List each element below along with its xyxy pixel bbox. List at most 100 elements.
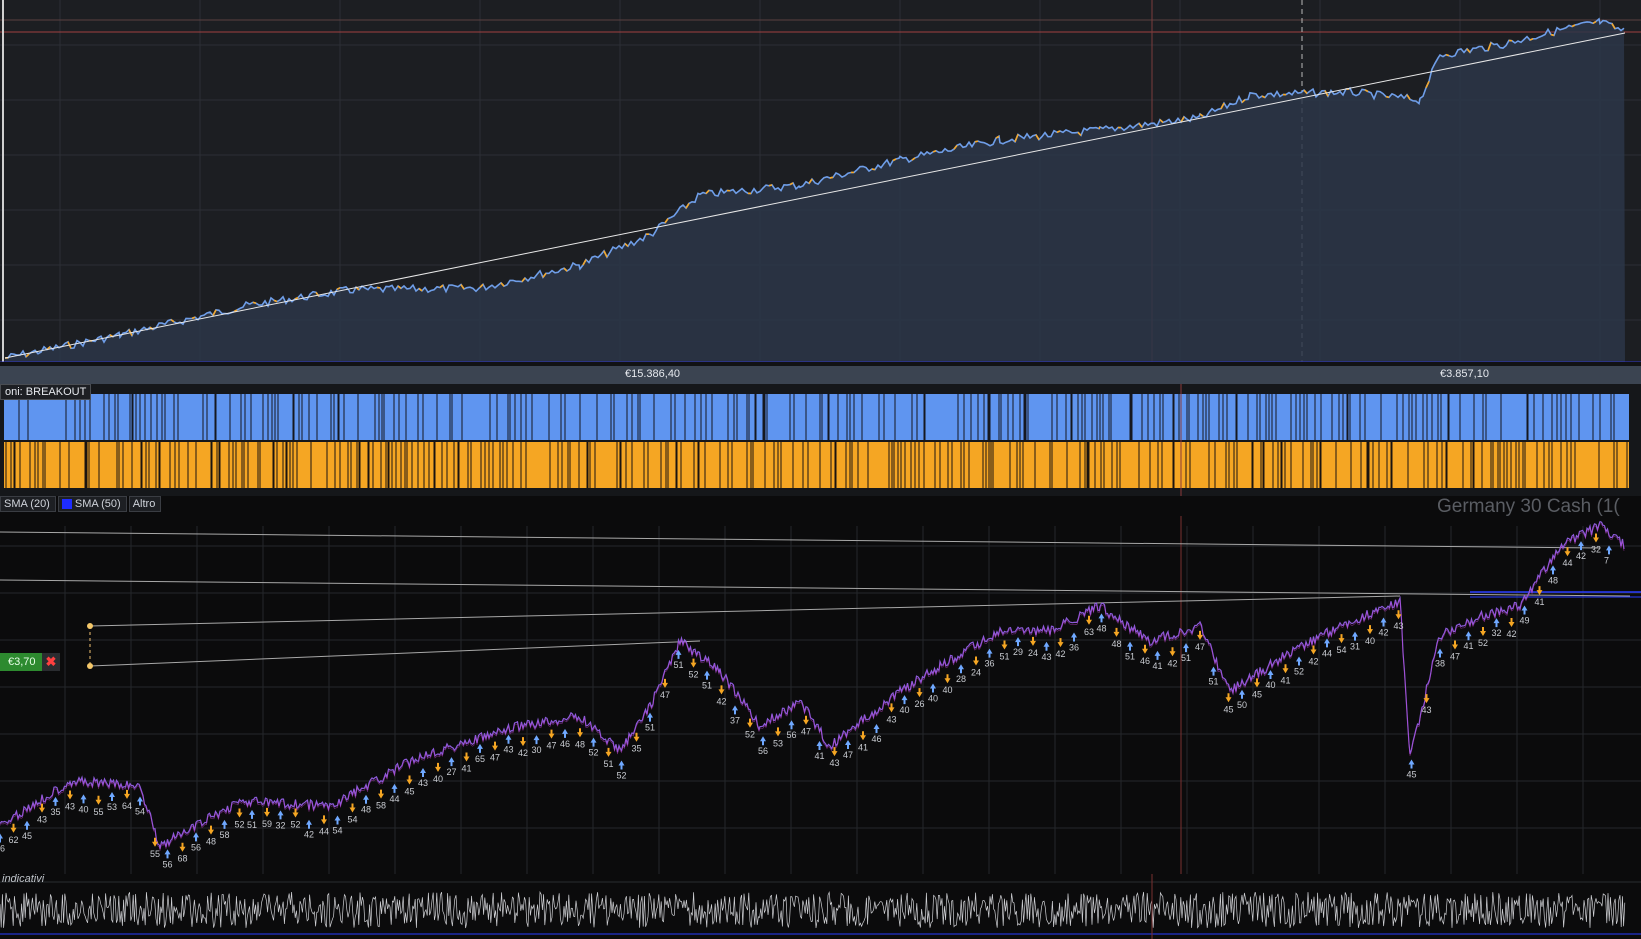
trade-label: 44 [319,826,329,836]
legend-more-label: Altro [132,498,156,510]
legend-more-button[interactable]: Altro [128,496,162,512]
trade-label: 52 [617,770,627,780]
trade-label: 44 [390,794,400,804]
trade-label: 41 [858,742,868,752]
trade-label: 43 [1422,705,1432,715]
trade-label: 52 [745,730,755,740]
trade-label: 36 [1069,642,1079,652]
trade-label: 65 [475,754,485,764]
trade-label: 43 [1042,652,1052,662]
trade-label: 47 [843,750,853,760]
trade-label: 54 [348,814,358,824]
position-value-tag[interactable]: €3,70 [0,653,42,671]
equity-value-bar: €15.386,40 €3.857,10 [0,366,1641,384]
trade-label: 42 [1056,649,1066,659]
trade-label: 42 [518,748,528,758]
price-chart-panel[interactable]: 3662454335434055536454555668564858525159… [0,496,1641,874]
trade-label: 32 [276,820,286,830]
trade-label: 40 [1365,636,1375,646]
trade-label: 43 [65,801,75,811]
legend-sma50[interactable]: SMA (50) [57,496,127,512]
trade-label: 42 [1168,658,1178,668]
trade-label: 46 [1140,656,1150,666]
trade-label: 54 [333,826,343,836]
trade-label: 40 [79,804,89,814]
price-plot: 3662454335434055536454555668564858525159… [0,516,1641,874]
trade-label: 53 [773,738,783,748]
trade-label: 41 [462,764,472,774]
indicator-legend: SMA (20) SMA (50) Altro [0,496,163,512]
trade-label: 40 [943,685,953,695]
orders-bars [4,384,1629,496]
trade-label: 40 [900,705,910,715]
trade-label: 44 [1322,648,1332,658]
trade-label: 41 [1535,597,1545,607]
trade-label: 35 [51,807,61,817]
trade-label: 51 [645,723,655,733]
trade-label: 52 [589,748,599,758]
trade-label: 52 [235,819,245,829]
trade-label: 38 [1435,659,1445,669]
trade-label: 42 [1379,627,1389,637]
trade-label: 31 [1350,642,1360,652]
equity-chart-panel[interactable] [0,0,1641,362]
trade-label: 48 [1548,575,1558,585]
trade-label: 42 [717,696,727,706]
trade-label: 48 [575,739,585,749]
trade-label: 51 [1209,677,1219,687]
trade-label: 40 [1266,680,1276,690]
trade-label: 41 [815,751,825,761]
trade-label: 37 [730,715,740,725]
trade-label: 42 [304,830,314,840]
trade-label: 63 [1084,627,1094,637]
trade-label: 56 [163,859,173,869]
trade-label: 47 [660,690,670,700]
trade-label: 46 [560,739,570,749]
trade-label: 30 [532,745,542,755]
volume-plot [0,874,1641,939]
trade-label: 52 [1294,667,1304,677]
trade-label: 59 [262,819,272,829]
trade-label: 47 [801,727,811,737]
equity-left-value: €15.386,40 [625,368,681,380]
trade-label: 45 [1407,769,1417,779]
trade-label: 43 [830,758,840,768]
trade-label: 27 [447,767,457,777]
trade-label: 51 [674,660,684,670]
trade-label: 52 [291,819,301,829]
trade-label: 51 [1125,652,1135,662]
close-position-icon[interactable]: ✖ [42,653,60,671]
trade-label: 54 [1337,645,1347,655]
volume-panel[interactable] [0,874,1641,939]
trade-label: 48 [361,805,371,815]
trade-label: 47 [490,753,500,763]
trade-label: 45 [1252,689,1262,699]
sma50-swatch [61,499,72,509]
trade-label: 35 [632,744,642,754]
trade-label: 43 [37,815,47,825]
trade-label: 45 [1224,704,1234,714]
trade-label: 48 [206,837,216,847]
trade-label: 36 [985,659,995,669]
trade-label: 40 [928,694,938,704]
trade-label: 62 [9,835,19,845]
trade-label: 53 [107,802,117,812]
trade-label: 43 [504,745,514,755]
trade-label: 45 [405,787,415,797]
trade-label: 47 [547,741,557,751]
trade-label: 47 [1450,652,1460,662]
trade-label: 56 [758,746,768,756]
trade-label: 32 [1492,628,1502,638]
trade-label: 42 [1576,551,1586,561]
trade-label: 56 [787,730,797,740]
trade-label: 51 [604,759,614,769]
legend-sma20[interactable]: SMA (20) [0,496,56,512]
position-value: €3,70 [8,656,36,668]
trade-label: 43 [1394,621,1404,631]
trade-label: 55 [94,807,104,817]
trade-label: 36 [0,844,5,854]
orders-panel[interactable] [0,384,1641,496]
trade-label: 54 [135,806,145,816]
trade-label: 50 [1237,700,1247,710]
trade-label: 41 [1153,661,1163,671]
